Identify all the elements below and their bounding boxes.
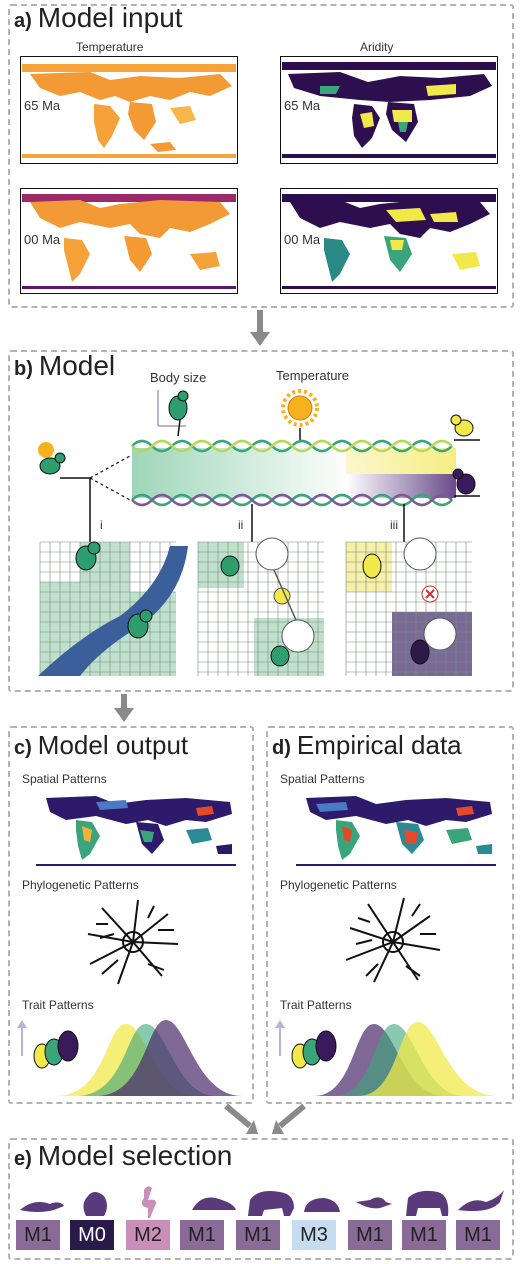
map-time-label: 65 Ma [284,98,321,113]
flamingo-icon [141,1186,156,1218]
panel-e-title-text: Model selection [37,1140,233,1171]
panel-c-title-text: Model output [37,730,189,760]
flow-arrow-head [250,332,270,346]
panel-a-title-text: Model input [37,2,183,33]
scenario-label-ii: ii [238,518,244,532]
trait-birds-icon [33,1030,79,1069]
spatial-patterns-label: Spatial Patterns [280,772,365,786]
animal-icons-row [20,1186,504,1218]
body-size-bird-icon [157,390,189,427]
aridity-label: Aridity [360,40,394,54]
converging-arrows [224,1104,306,1134]
trait-patterns-label: Trait Patterns [22,998,94,1012]
panel-c-letter: c) [14,737,32,759]
map-time-label: 00 Ma [284,232,321,247]
panel-model [8,350,514,692]
scenario-label-iii: iii [390,518,398,532]
map-time-label: 65 Ma [24,98,61,113]
flow-arrow-shaft [121,694,127,708]
output-spatial-map [36,796,236,866]
rodent-icon [304,1198,340,1212]
trait-birds-icon [291,1030,337,1069]
map-time-label: 00 Ma [24,232,61,247]
empirical-spatial-map [296,796,496,866]
aridity-map-00ma [280,188,498,294]
model-label-elephant: M1 [236,1220,280,1250]
model-label-bear: M1 [402,1220,446,1250]
grid-scenario-ii [197,537,324,676]
flow-arrow-shaft [257,310,263,332]
turtle-icon [192,1197,236,1210]
phylogenetic-patterns-label: Phylogenetic Patterns [22,878,139,892]
panel-b-title-text: Model [38,350,116,381]
model-label-gecko: M1 [456,1220,500,1250]
purple-bird-icon [452,468,476,495]
temperature-map-00ma [20,188,238,294]
panel-a-letter: a) [14,10,32,32]
phylogenetic-patterns-label: Phylogenetic Patterns [280,878,397,892]
panel-d-title: d) Empirical data [272,730,462,761]
temperature-map-65ma [20,56,238,164]
empirical-trait-distributions [275,1020,498,1096]
empirical-phylogeny [345,897,441,983]
model-diagram [38,389,480,676]
model-label-lizard: M1 [16,1220,60,1250]
model-label-rodent: M3 [292,1220,336,1250]
aridity-map-65ma [280,56,498,164]
body-size-label: Body size [150,370,207,385]
elephant-icon [248,1191,294,1216]
panel-e-letter: e) [14,1148,32,1170]
temperature-label: Temperature [76,40,144,54]
flow-arrow-head [114,708,134,722]
lizard-icon [20,1202,64,1212]
panel-model-selection [8,1138,514,1260]
panel-c-title: c) Model output [14,730,188,761]
panel-b-letter: b) [14,358,33,380]
bear-icon [406,1190,449,1216]
hummingbird-icon [356,1197,392,1209]
trait-patterns-label: Trait Patterns [280,998,352,1012]
panel-b-title: b) Model [14,350,115,382]
panel-model-input [8,4,514,308]
gecko-icon [458,1190,504,1211]
spatial-patterns-label: Spatial Patterns [22,772,107,786]
ancestor-bird-icon [38,442,66,475]
output-trait-distributions [17,1020,242,1096]
model-label-flamingo: M2 [126,1220,170,1250]
panel-d-letter: d) [272,737,291,759]
grid-scenario-iii [345,537,472,676]
panel-d-title-text: Empirical data [296,730,462,760]
model-label-turtle: M1 [180,1220,224,1250]
squirrel-icon [83,1192,107,1216]
output-phylogeny [87,899,179,985]
panel-model-output [8,726,254,1104]
model-label-hummingbird: M1 [348,1220,392,1250]
panel-e-title: e) Model selection [14,1140,232,1172]
panel-empirical-data [266,726,514,1104]
model-label-squirrel: M0 [70,1220,114,1250]
scenario-label-i: i [100,518,103,532]
sun-icon [281,389,319,427]
panel-a-title: a) Model input [14,2,183,34]
yellow-bird-icon [450,414,474,437]
temperature-driver-label: Temperature [276,368,349,383]
grid-scenario-i [38,541,188,676]
